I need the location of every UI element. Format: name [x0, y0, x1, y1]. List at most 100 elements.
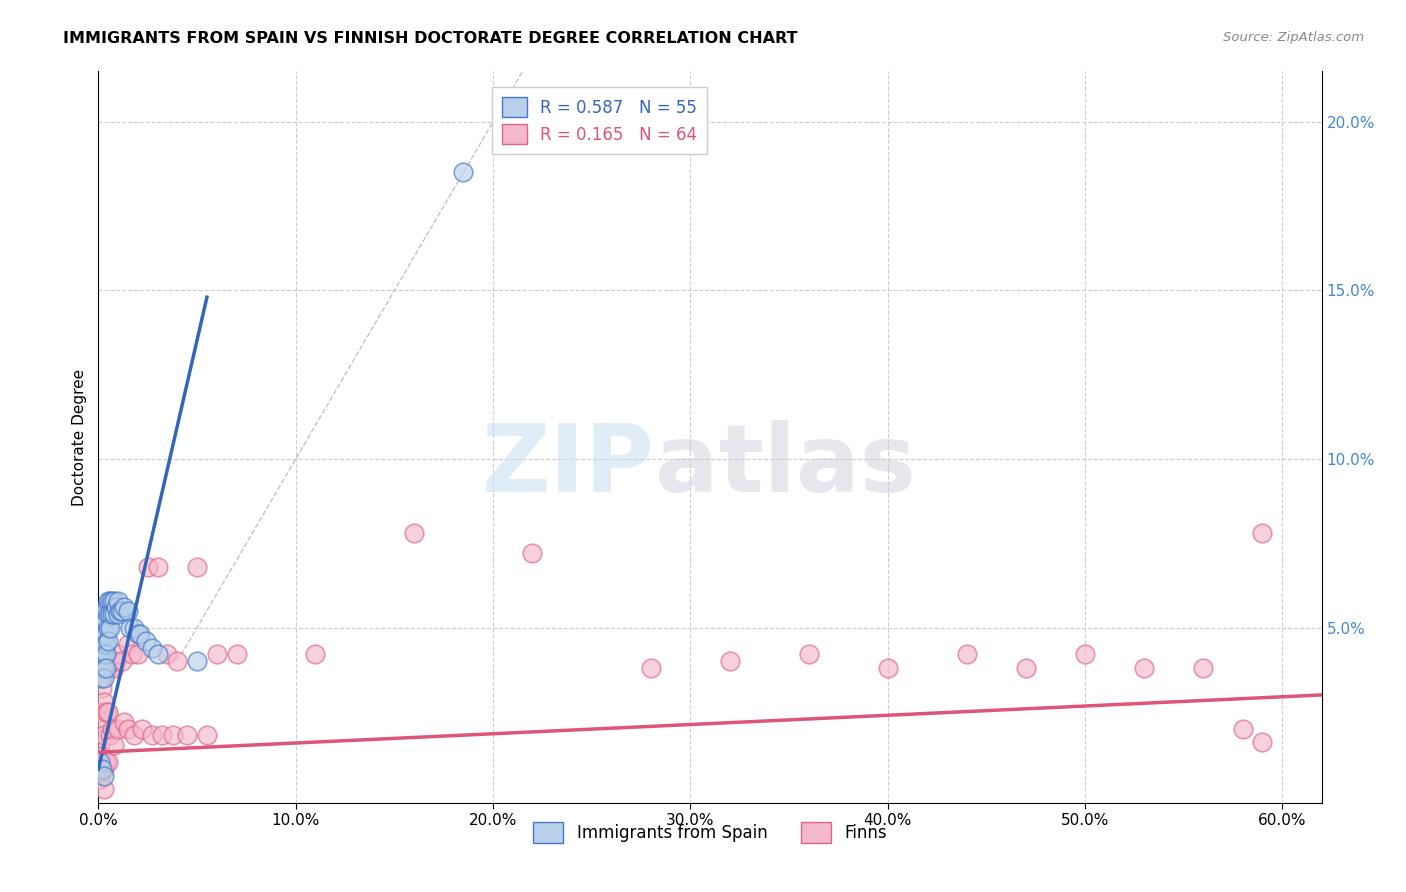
- Point: [186, 559, 208, 574]
- Point: [522, 546, 544, 560]
- Point: [101, 593, 124, 607]
- Point: [1251, 735, 1274, 749]
- Point: [1192, 661, 1215, 675]
- Point: [89, 654, 111, 668]
- Point: [453, 165, 475, 179]
- Point: [205, 648, 228, 662]
- Point: [117, 637, 139, 651]
- Point: [1074, 648, 1097, 662]
- Point: [304, 648, 326, 662]
- Legend: Immigrants from Spain, Finns: Immigrants from Spain, Finns: [527, 815, 893, 849]
- Point: [93, 728, 115, 742]
- Point: [141, 640, 163, 655]
- Point: [97, 654, 120, 668]
- Point: [91, 671, 114, 685]
- Point: [141, 728, 163, 742]
- Point: [404, 526, 426, 541]
- Point: [103, 607, 125, 621]
- Point: [127, 627, 149, 641]
- Point: [93, 604, 115, 618]
- Point: [91, 637, 114, 651]
- Point: [89, 705, 111, 719]
- Point: [122, 728, 145, 742]
- Point: [96, 648, 118, 662]
- Point: [97, 593, 120, 607]
- Point: [117, 604, 139, 618]
- Point: [93, 637, 115, 651]
- Point: [107, 593, 129, 607]
- Point: [89, 756, 111, 770]
- Point: [89, 634, 111, 648]
- Point: [101, 722, 124, 736]
- Point: [96, 661, 118, 675]
- Point: [1232, 722, 1254, 736]
- Point: [131, 722, 153, 736]
- Point: [93, 671, 115, 685]
- Point: [105, 654, 128, 668]
- Point: [955, 648, 977, 662]
- Point: [91, 714, 114, 729]
- Point: [166, 654, 188, 668]
- Point: [91, 654, 114, 668]
- Point: [150, 728, 173, 742]
- Point: [91, 762, 114, 776]
- Point: [122, 621, 145, 635]
- Point: [98, 593, 121, 607]
- Point: [91, 644, 114, 658]
- Point: [93, 614, 115, 628]
- Point: [93, 661, 115, 675]
- Point: [1015, 661, 1038, 675]
- Point: [136, 559, 159, 574]
- Point: [96, 604, 118, 618]
- Point: [128, 627, 150, 641]
- Point: [225, 648, 247, 662]
- Point: [640, 661, 662, 675]
- Point: [195, 728, 218, 742]
- Point: [97, 607, 120, 621]
- Point: [97, 634, 120, 648]
- Text: IMMIGRANTS FROM SPAIN VS FINNISH DOCTORATE DEGREE CORRELATION CHART: IMMIGRANTS FROM SPAIN VS FINNISH DOCTORA…: [63, 31, 797, 46]
- Point: [107, 722, 129, 736]
- Text: ZIP: ZIP: [482, 420, 655, 512]
- Point: [108, 604, 131, 618]
- Point: [176, 728, 198, 742]
- Point: [117, 722, 139, 736]
- Point: [93, 654, 115, 668]
- Point: [1133, 661, 1156, 675]
- Point: [103, 661, 125, 675]
- Y-axis label: Doctorate Degree: Doctorate Degree: [72, 368, 87, 506]
- Point: [112, 714, 135, 729]
- Point: [135, 634, 157, 648]
- Point: [91, 648, 114, 662]
- Point: [97, 705, 120, 719]
- Text: Source: ZipAtlas.com: Source: ZipAtlas.com: [1223, 31, 1364, 45]
- Point: [1251, 526, 1274, 541]
- Point: [107, 648, 129, 662]
- Point: [103, 593, 125, 607]
- Point: [93, 769, 115, 783]
- Point: [103, 739, 125, 753]
- Point: [186, 654, 208, 668]
- Point: [89, 671, 111, 685]
- Point: [93, 782, 115, 797]
- Point: [89, 739, 111, 753]
- Point: [97, 621, 120, 635]
- Point: [127, 648, 149, 662]
- Point: [98, 607, 121, 621]
- Point: [89, 627, 111, 641]
- Point: [96, 661, 118, 675]
- Point: [101, 654, 124, 668]
- Point: [93, 762, 115, 776]
- Point: [93, 648, 115, 662]
- Point: [105, 600, 128, 615]
- Point: [91, 621, 114, 635]
- Point: [96, 705, 118, 719]
- Point: [718, 654, 741, 668]
- Point: [91, 627, 114, 641]
- Point: [101, 607, 124, 621]
- Point: [876, 661, 898, 675]
- Point: [156, 648, 179, 662]
- Point: [91, 604, 114, 618]
- Point: [146, 559, 169, 574]
- Text: atlas: atlas: [655, 420, 915, 512]
